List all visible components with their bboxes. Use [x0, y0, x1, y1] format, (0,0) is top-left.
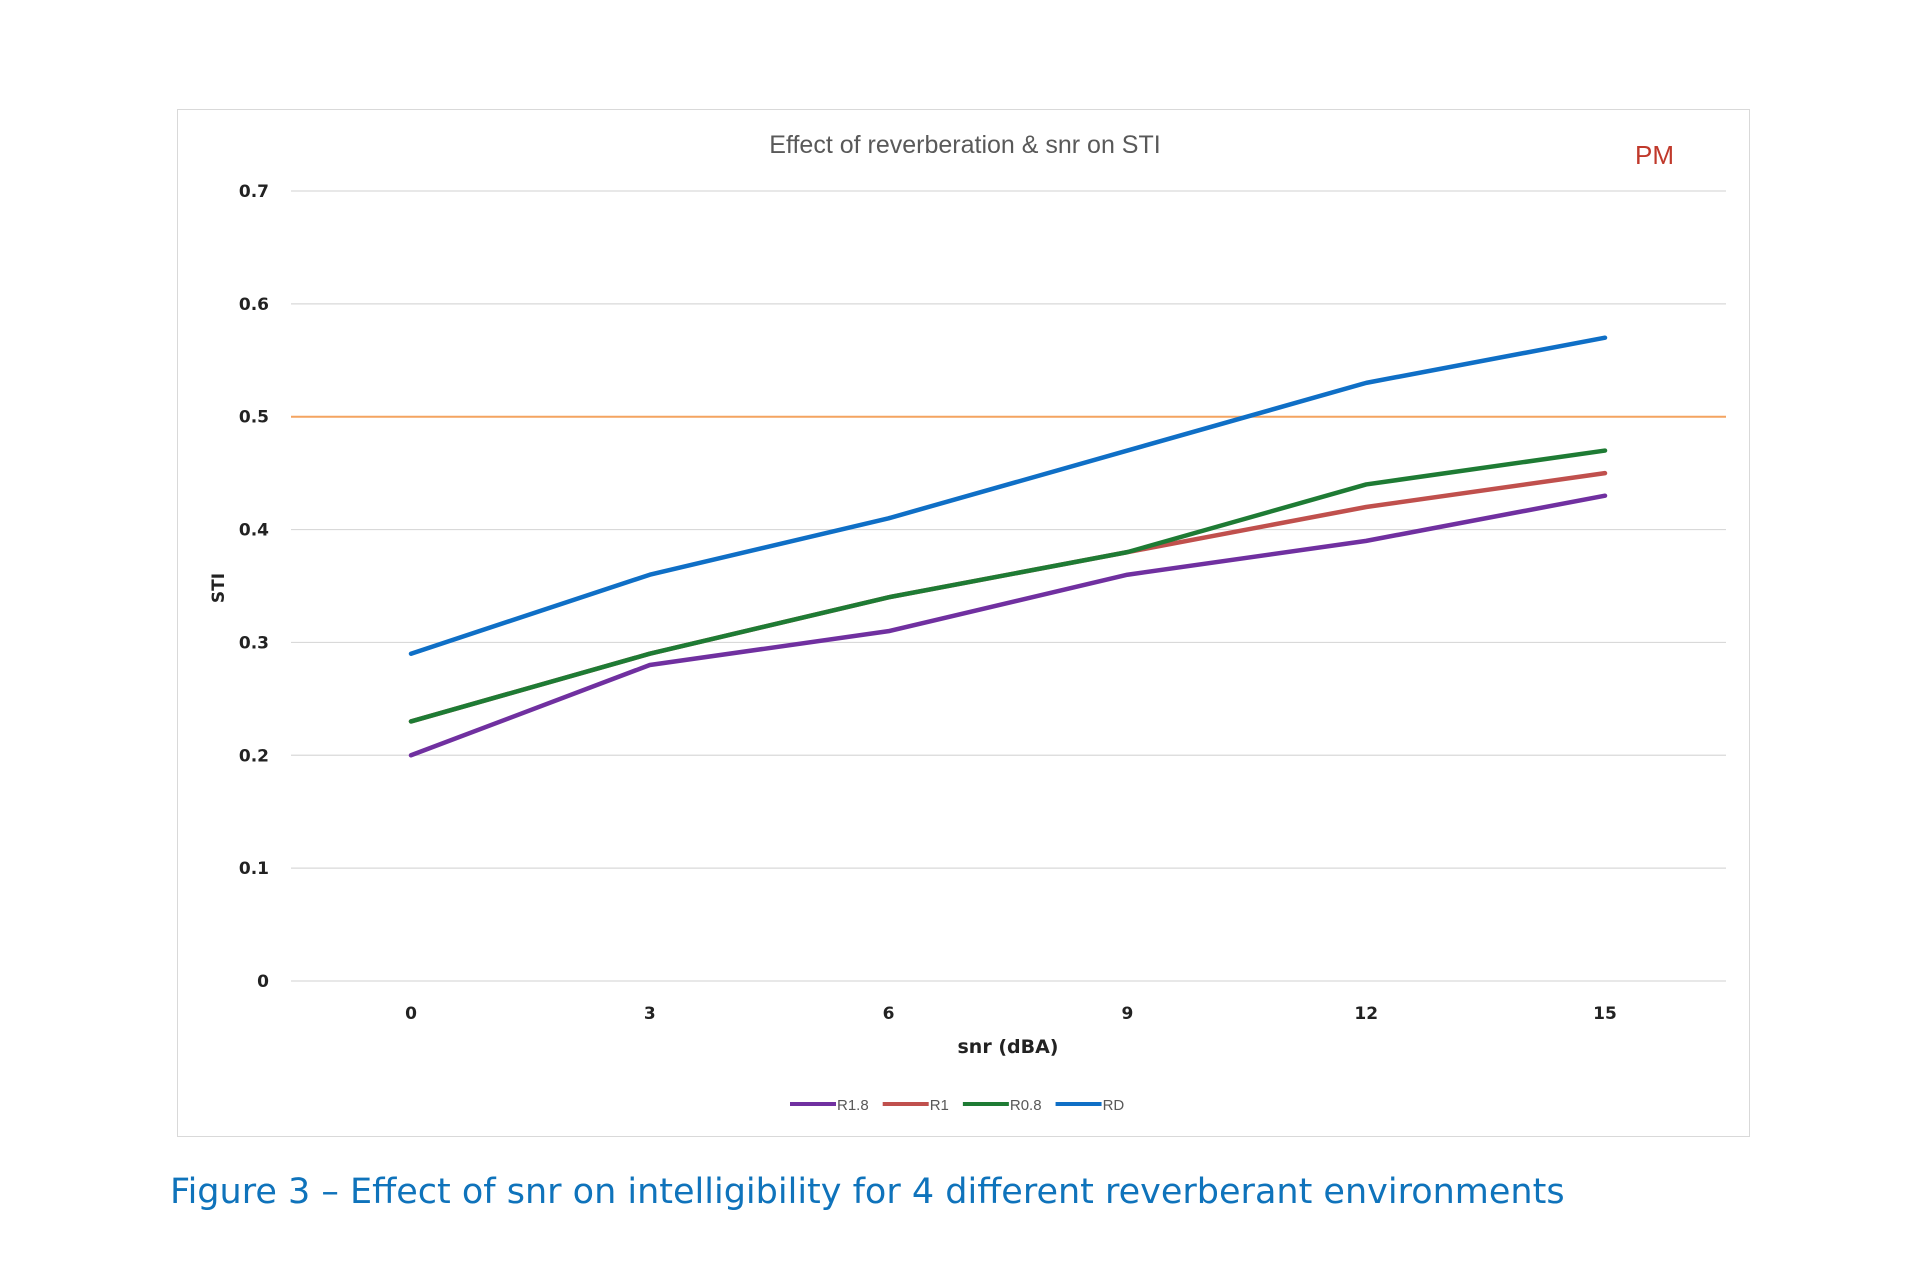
pm-annotation: PM: [1635, 140, 1674, 170]
series-line-rd: [408, 335, 1608, 656]
series-layer: [408, 335, 1608, 758]
y-tick-label: 0.2: [239, 746, 269, 766]
series-line-r0-8: [408, 448, 1608, 724]
legend-label: RD: [1103, 1097, 1125, 1114]
chart-svg: Effect of reverberation & snr on STI PM …: [209, 131, 1726, 1114]
x-tick-label: 15: [1593, 1004, 1617, 1024]
y-tick-label: 0.1: [239, 859, 269, 879]
y-tick-label: 0.6: [239, 295, 269, 315]
chart-title: Effect of reverberation & snr on STI: [769, 131, 1160, 159]
legend-label: R0.8: [1010, 1097, 1042, 1114]
x-tick-label: 3: [644, 1004, 656, 1024]
x-tick-label: 0: [405, 1004, 417, 1024]
x-tick-labels: 0 3 6 9 12 15: [405, 1004, 1617, 1024]
y-axis-label: STI: [209, 573, 229, 603]
series-line-r1: [408, 470, 1608, 724]
chart-frame: Effect of reverberation & snr on STI PM …: [177, 109, 1750, 1137]
series-line-r1-8: [408, 493, 1608, 758]
legend: R1.8 R1 R0.8 RD: [790, 1097, 1124, 1114]
figure-caption: Figure 3 – Effect of snr on intelligibil…: [170, 1172, 1565, 1212]
x-tick-label: 6: [883, 1004, 895, 1024]
y-tick-label: 0.3: [239, 633, 269, 653]
y-tick-labels: 0 0.1 0.2 0.3 0.4 0.5 0.6 0.7: [239, 182, 269, 992]
y-tick-label: 0: [257, 972, 269, 992]
grid-layer: [291, 190, 1726, 982]
x-tick-label: 12: [1354, 1004, 1378, 1024]
x-axis-label: snr (dBA): [958, 1036, 1059, 1058]
legend-label: R1: [930, 1097, 949, 1114]
y-tick-label: 0.7: [239, 182, 269, 202]
legend-label: R1.8: [837, 1097, 869, 1114]
y-tick-label: 0.5: [239, 408, 269, 428]
x-tick-label: 9: [1121, 1004, 1133, 1024]
y-tick-label: 0.4: [239, 521, 269, 541]
